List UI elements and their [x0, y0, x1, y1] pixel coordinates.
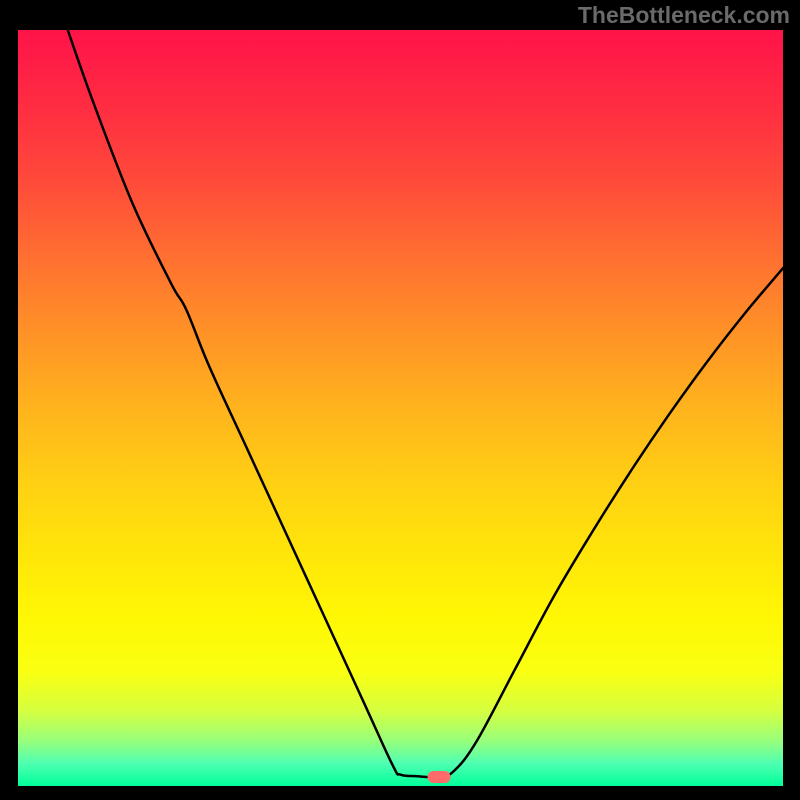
optimal-marker	[427, 771, 450, 783]
watermark-text: TheBottleneck.com	[578, 2, 790, 29]
plot-area	[18, 30, 783, 786]
curve-path	[68, 30, 783, 777]
chart-container: TheBottleneck.com	[0, 0, 800, 800]
bottleneck-curve	[18, 30, 783, 786]
